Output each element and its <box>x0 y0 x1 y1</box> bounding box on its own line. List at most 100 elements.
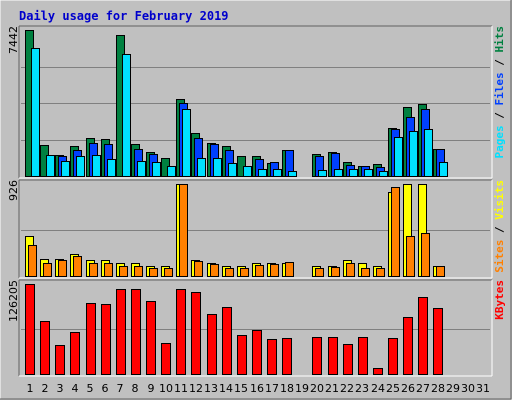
pages-bar-day-13 <box>213 158 222 177</box>
panel-2-series-label: Sites / Visits <box>493 180 506 273</box>
sites-bar-day-14 <box>225 268 234 277</box>
sites-bar-day-15 <box>240 268 249 277</box>
pages-bar-day-1 <box>31 48 40 177</box>
sites-bar-day-1 <box>28 245 37 277</box>
x-tick-label-day-11: 11 <box>174 382 188 395</box>
kbytes-bar-day-21 <box>328 337 338 375</box>
scale-label: 926 <box>7 180 20 201</box>
kbytes-bar-day-2 <box>40 321 50 375</box>
sites-bar-day-13 <box>210 264 219 277</box>
kbytes-bar-day-24 <box>373 368 383 375</box>
sites-bar-day-8 <box>134 266 143 277</box>
kbytes-bar-day-25 <box>388 338 398 375</box>
sites-bar-day-21 <box>331 267 340 277</box>
series-label-part: / <box>493 53 506 73</box>
series-label-part: Hits <box>493 26 506 53</box>
kbytes-bar-day-9 <box>146 301 156 375</box>
x-tick-label-day-10: 10 <box>159 382 173 395</box>
sites-bar-day-5 <box>89 263 98 277</box>
x-tick-label-day-17: 17 <box>265 382 279 395</box>
x-tick-label-day-22: 22 <box>340 382 354 395</box>
sites-bar-day-25 <box>391 187 400 277</box>
sites-bar-day-11 <box>179 184 188 277</box>
sites-bar-day-12 <box>194 261 203 277</box>
x-tick-label-day-4: 4 <box>72 382 79 395</box>
pages-bar-day-21 <box>334 169 343 177</box>
panel-3: 126205 KBytes <box>7 279 506 377</box>
x-tick-label-day-2: 2 <box>42 382 49 395</box>
pages-bar-day-10 <box>167 166 176 177</box>
pages-bar-day-14 <box>228 163 237 177</box>
chart-title: Daily usage for February 2019 <box>19 9 229 23</box>
pages-bar-day-6 <box>107 159 116 177</box>
panel-1: 7442 Pages / Files / Hits <box>7 25 506 179</box>
sites-bar-day-6 <box>104 263 113 277</box>
kbytes-bar-day-4 <box>70 332 80 375</box>
pages-bar-day-20 <box>318 170 327 177</box>
kbytes-bar-day-8 <box>131 289 141 375</box>
pages-bar-day-7 <box>122 54 131 177</box>
panel-1-series-label: Pages / Files / Hits <box>493 26 506 159</box>
sites-bar-day-26 <box>406 236 415 277</box>
kbytes-bar-day-23 <box>358 337 368 375</box>
sites-bar-day-24 <box>376 268 385 277</box>
sites-bar-day-4 <box>73 256 82 277</box>
x-tick-label-day-23: 23 <box>355 382 369 395</box>
x-tick-label-day-24: 24 <box>371 382 385 395</box>
x-tick-label-day-30: 30 <box>461 382 475 395</box>
scale-label: 7442 <box>7 26 20 54</box>
sites-bar-day-27 <box>421 233 430 277</box>
x-tick-label-day-9: 9 <box>148 382 155 395</box>
x-tick-label-day-8: 8 <box>132 382 139 395</box>
x-tick-label-day-6: 6 <box>102 382 109 395</box>
pages-bar-day-26 <box>409 131 418 177</box>
panel-3-series-label: KBytes <box>493 280 506 320</box>
series-label-part: Visits <box>493 180 506 220</box>
pages-bar-day-17 <box>273 169 282 177</box>
pages-bar-day-2 <box>46 155 55 177</box>
pages-bar-day-3 <box>61 161 70 177</box>
kbytes-bar-day-18 <box>282 338 292 375</box>
x-tick-label-day-29: 29 <box>446 382 460 395</box>
kbytes-bar-day-27 <box>418 297 428 375</box>
sites-bar-day-18 <box>285 262 294 277</box>
pages-bar-day-28 <box>439 162 448 177</box>
sites-bar-day-10 <box>164 268 173 277</box>
kbytes-bar-day-1 <box>25 284 35 375</box>
pages-bar-day-24 <box>379 171 388 177</box>
sites-bar-day-23 <box>361 268 370 277</box>
kbytes-bar-day-3 <box>55 345 65 375</box>
sites-bar-day-2 <box>43 263 52 277</box>
kbytes-bar-day-6 <box>101 304 111 375</box>
series-label-part: Pages <box>493 125 506 158</box>
sites-bar-day-22 <box>346 263 355 277</box>
scale-label: 126205 <box>7 280 20 322</box>
sites-bar-day-16 <box>255 265 264 277</box>
series-label-part: / <box>493 106 506 126</box>
x-tick-label-day-13: 13 <box>204 382 218 395</box>
x-tick-label-day-31: 31 <box>476 382 490 395</box>
x-axis-labels: 1 2 3 4 5 6 7 8 9 10 11 12 13 14 15 16 17 18 19 20 21 22 23 24 2… <box>27 382 491 395</box>
x-tick-label-day-27: 27 <box>416 382 430 395</box>
x-tick-label-day-28: 28 <box>431 382 445 395</box>
x-tick-label-day-7: 7 <box>117 382 124 395</box>
x-tick-label-day-16: 16 <box>250 382 264 395</box>
kbytes-bar-day-22 <box>343 344 353 375</box>
series-label-part: / <box>493 220 506 240</box>
pages-bar-day-18 <box>288 171 297 177</box>
x-tick-label-day-15: 15 <box>234 382 248 395</box>
pages-bar-day-5 <box>92 155 101 177</box>
x-tick-label-day-12: 12 <box>189 382 203 395</box>
x-tick-label-day-14: 14 <box>219 382 233 395</box>
sites-bar-day-28 <box>436 266 445 277</box>
pages-bar-day-9 <box>152 162 161 177</box>
x-tick-label-day-3: 3 <box>57 382 64 395</box>
kbytes-bar-day-17 <box>267 339 277 375</box>
kbytes-bar-day-10 <box>161 343 171 375</box>
chart-panels: 7442 Pages / Files / Hits 926 Sites / Visit… <box>7 25 506 377</box>
kbytes-bar-day-14 <box>222 307 232 375</box>
panel-2: 926 Sites / Visits <box>7 179 506 279</box>
series-label-part: KBytes <box>493 280 506 320</box>
pages-bar-day-12 <box>197 158 206 177</box>
